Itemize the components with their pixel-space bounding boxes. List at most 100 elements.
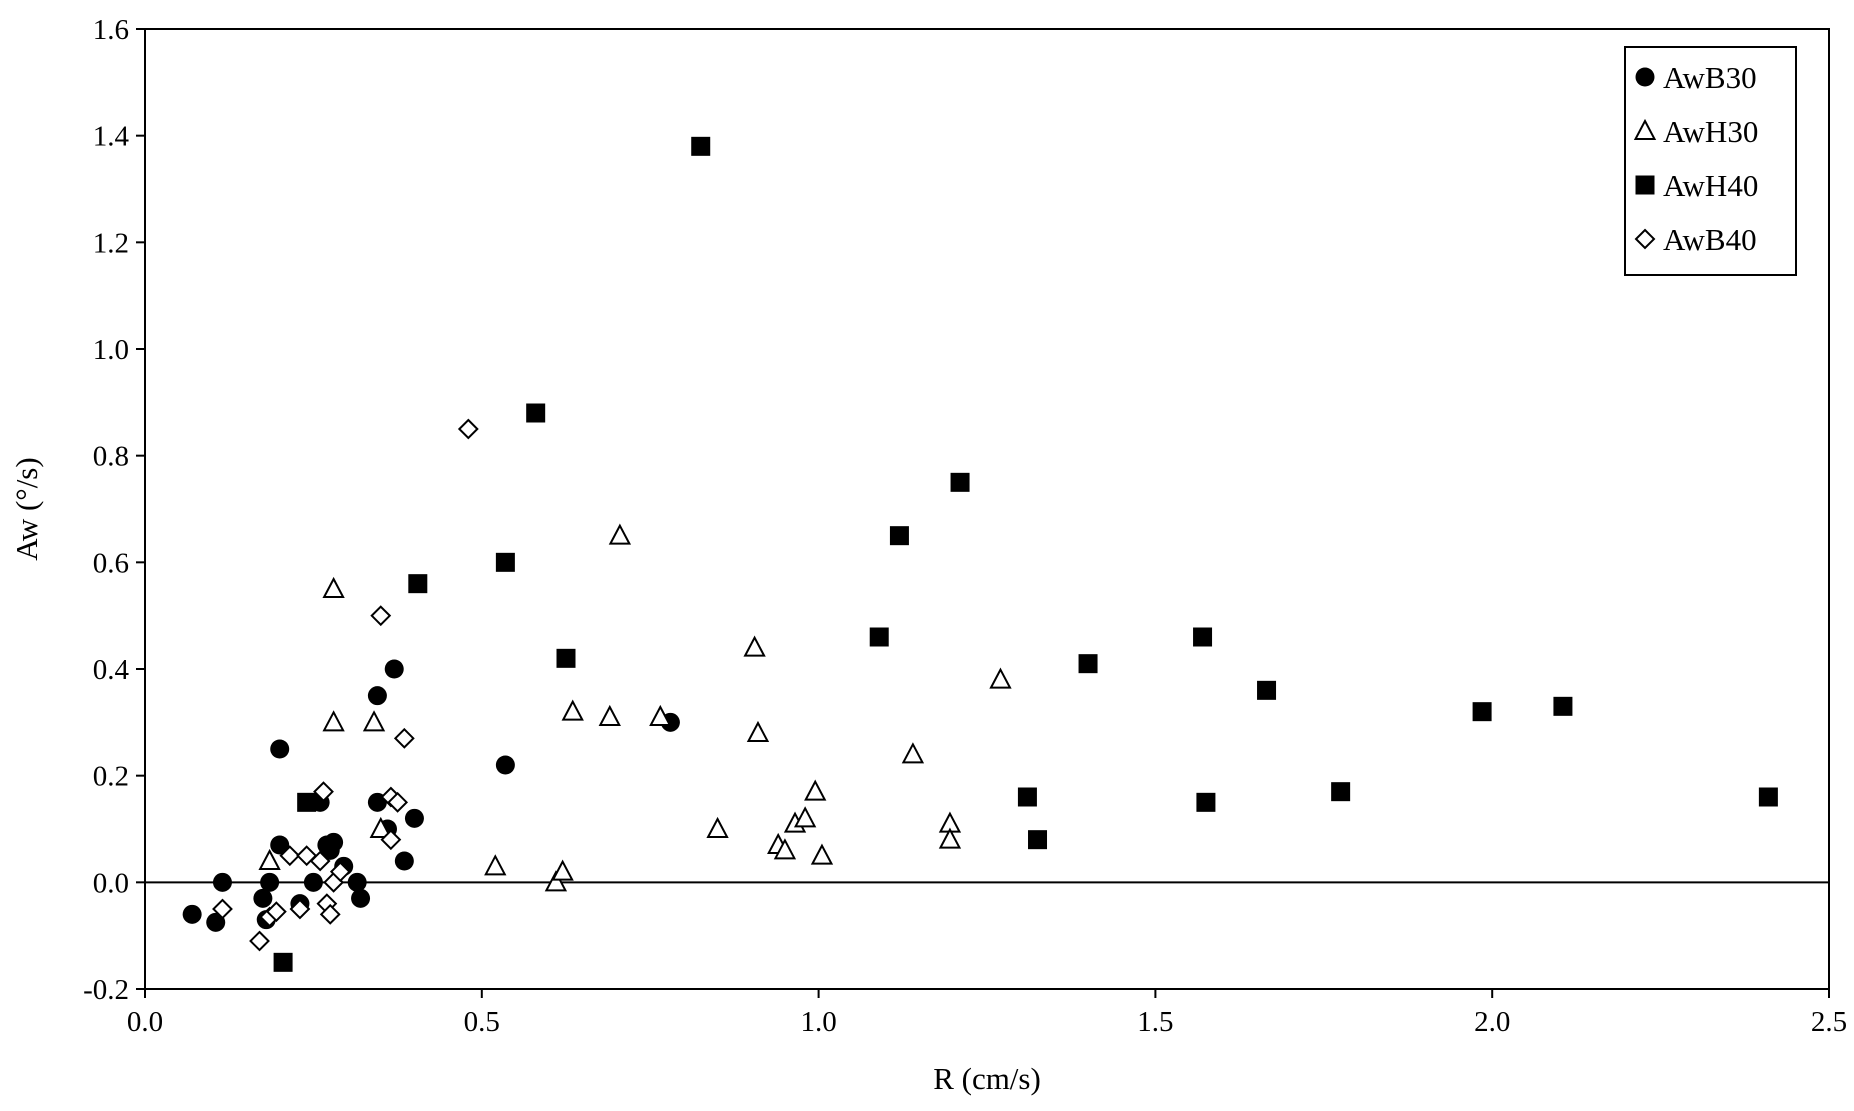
data-point: [1553, 696, 1573, 716]
data-point: [313, 781, 334, 803]
axes: [144, 28, 1830, 990]
legend-item: AwH30: [1633, 114, 1758, 149]
data-point: [1758, 787, 1778, 807]
data-point: [1078, 654, 1098, 674]
data-point: [810, 843, 834, 865]
y-tick-label: 1.0: [93, 334, 129, 366]
legend-marker: [1635, 175, 1655, 195]
x-axis-title: R (cm/s): [933, 1061, 1041, 1096]
y-axis-title: Aw (°/s): [9, 457, 44, 560]
y-tick-label: 1.4: [93, 121, 130, 153]
y-tick-label: 0.8: [93, 441, 129, 473]
legend-item: AwB30: [1635, 60, 1757, 95]
data-point: [1257, 680, 1277, 700]
data-point: [408, 574, 428, 594]
data-point: [706, 816, 729, 838]
data-point: [351, 888, 371, 908]
data-point: [743, 635, 766, 657]
legend: AwB30 AwH30 AwH40 AwB40: [1624, 46, 1797, 276]
series-awb30: [182, 659, 680, 932]
data-point: [526, 403, 546, 423]
data-point: [608, 523, 632, 545]
data-point: [367, 686, 387, 706]
data-point: [793, 806, 817, 828]
data-point: [1196, 792, 1216, 812]
data-point: [869, 627, 889, 647]
axis-ticks: -0.20.00.20.40.60.81.01.21.41.60.0 0.5 1.0…: [83, 14, 1847, 1038]
legend-item: AwB40: [1634, 222, 1757, 257]
data-point: [889, 526, 909, 546]
legend-label: AwB30: [1663, 60, 1757, 95]
legend-label: AwH30: [1663, 114, 1758, 149]
legend-box: [1624, 46, 1797, 276]
data-point: [691, 136, 711, 156]
data-point: [950, 472, 970, 492]
data-point: [1017, 787, 1037, 807]
data-point: [297, 792, 317, 812]
x-tick-label: 1.0: [800, 1006, 836, 1038]
data-point: [265, 901, 287, 923]
data-point: [544, 870, 568, 892]
y-tick-label: 1.2: [93, 227, 129, 259]
data-point: [1193, 627, 1213, 647]
data-point: [1331, 782, 1351, 802]
data-point: [393, 727, 415, 749]
series-awh30: [258, 523, 1012, 892]
data-point: [598, 704, 621, 726]
data-point: [457, 418, 479, 440]
data-point: [561, 699, 584, 721]
x-tick-label: 2.5: [1811, 1006, 1847, 1038]
data-point: [380, 829, 402, 851]
data-point: [773, 838, 797, 860]
data-point: [746, 720, 770, 742]
legend-marker: [1633, 118, 1657, 140]
data-point: [322, 576, 345, 598]
data-point: [384, 659, 404, 679]
data-point: [309, 850, 331, 872]
data-point: [556, 648, 576, 668]
data-point: [212, 872, 232, 892]
data-point: [206, 912, 226, 932]
y-tick-label: -0.2: [83, 974, 129, 1006]
data-point: [1028, 830, 1048, 850]
legend-marker: [1635, 67, 1655, 87]
data-point: [551, 859, 574, 881]
y-tick-label: 0.4: [93, 654, 130, 686]
legend-marker: [1634, 228, 1656, 250]
data-point: [901, 742, 925, 764]
series-awh40: [273, 136, 1778, 972]
y-tick-label: 0.0: [93, 867, 129, 899]
data-point: [273, 952, 293, 972]
data-point: [347, 872, 367, 892]
data-point: [495, 755, 515, 775]
series-awb40: [212, 418, 479, 952]
legend-label: AwB40: [1663, 222, 1757, 257]
data-point: [394, 851, 414, 871]
data-point: [258, 848, 281, 870]
y-tick-label: 0.6: [93, 547, 129, 579]
data-point: [387, 791, 409, 813]
data-point: [649, 704, 672, 726]
data-point: [804, 779, 827, 801]
data-point: [319, 903, 341, 925]
x-tick-label: 0.5: [464, 1006, 500, 1038]
data-point: [484, 854, 507, 876]
x-tick-label: 0.0: [127, 1006, 163, 1038]
data-points: [182, 136, 1778, 972]
data-point: [362, 710, 386, 732]
data-point: [324, 832, 344, 852]
x-tick-label: 2.0: [1474, 1006, 1510, 1038]
data-point: [270, 739, 290, 759]
data-point: [253, 888, 273, 908]
data-point: [249, 930, 270, 952]
y-tick-label: 0.2: [93, 761, 129, 793]
legend-label: AwH40: [1663, 168, 1758, 203]
x-tick-label: 1.5: [1137, 1006, 1173, 1038]
plot-frame: [144, 28, 1830, 990]
data-point: [279, 845, 301, 867]
data-point: [303, 872, 323, 892]
data-point: [404, 808, 424, 828]
legend-item: AwH40: [1635, 168, 1758, 203]
data-point: [182, 904, 202, 924]
